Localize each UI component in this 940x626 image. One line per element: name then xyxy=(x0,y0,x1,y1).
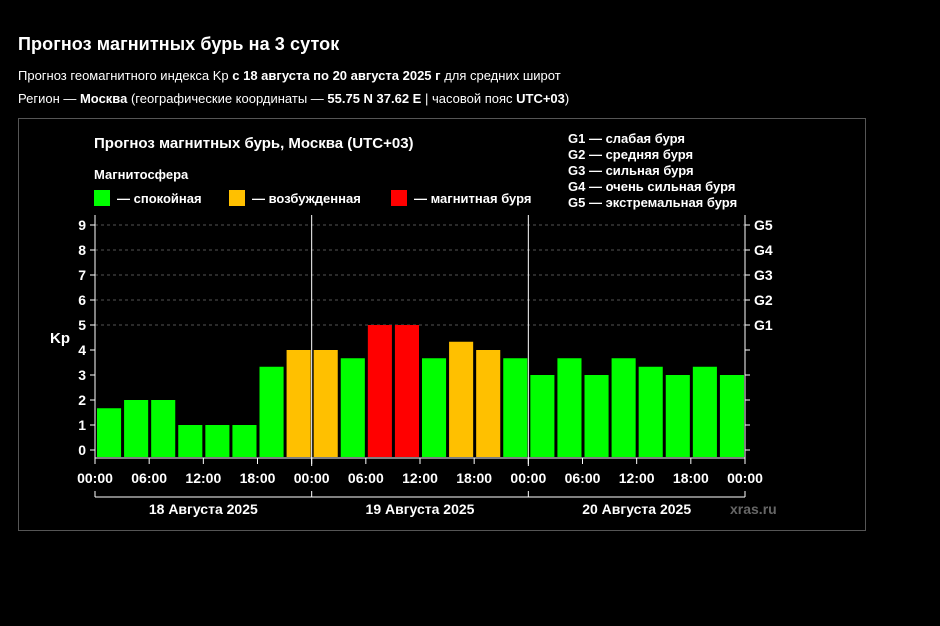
timezone-label: | часовой пояс xyxy=(421,91,517,106)
kp-bar xyxy=(530,375,555,457)
kp-bar xyxy=(584,375,609,457)
x-tick-label: 00:00 xyxy=(77,470,113,486)
x-tick-label: 18:00 xyxy=(240,470,276,486)
coords-value: 55.75 N 37.62 E xyxy=(327,91,422,106)
legend-swatch xyxy=(94,190,110,206)
forecast-dates: с 18 августа по 20 августа 2025 г xyxy=(232,68,441,83)
kp-bar xyxy=(151,400,176,457)
kp-bar xyxy=(422,358,447,457)
region-info: Регион — Москва (географические координа… xyxy=(18,91,569,106)
legend-label: — возбужденная xyxy=(252,191,361,206)
legend-swatch xyxy=(229,190,245,206)
kp-bar xyxy=(449,341,474,457)
x-tick-label: 12:00 xyxy=(402,470,438,486)
kp-bar xyxy=(394,325,419,457)
kp-bar xyxy=(638,366,663,457)
y-tick-label: 1 xyxy=(78,417,86,433)
y-tick-label: 0 xyxy=(78,442,86,458)
kp-bar xyxy=(476,350,501,457)
x-tick-label: 06:00 xyxy=(348,470,384,486)
day-label: 18 Августа 2025 xyxy=(149,501,258,517)
storm-level-label: G3 xyxy=(754,267,773,283)
timezone-value: UTC+03 xyxy=(516,91,565,106)
x-tick-label: 06:00 xyxy=(131,470,167,486)
kp-bar xyxy=(719,375,744,457)
kp-bar xyxy=(286,350,311,457)
kp-bar xyxy=(340,358,365,457)
legend-label: — магнитная буря xyxy=(414,191,531,206)
coords-label: (географические координаты — xyxy=(127,91,328,106)
storm-legend-item: G1 — слабая буря xyxy=(568,131,685,146)
page-title: Прогноз магнитных бурь на 3 суток xyxy=(18,34,340,54)
storm-level-label: G1 xyxy=(754,317,773,333)
region-name: Москва xyxy=(79,91,128,106)
description-prefix: Прогноз геомагнитного индекса Kp xyxy=(18,68,233,83)
x-tick-label: 00:00 xyxy=(294,470,330,486)
watermark: xras.ru xyxy=(730,501,777,517)
region-suffix: ) xyxy=(564,91,570,106)
legend-swatch xyxy=(391,190,407,206)
storm-legend-item: G4 — очень сильная буря xyxy=(568,179,735,194)
kp-bar xyxy=(367,325,392,457)
x-tick-label: 12:00 xyxy=(185,470,221,486)
kp-bar xyxy=(692,366,717,457)
description-suffix: для средних широт xyxy=(440,68,561,83)
kp-bar xyxy=(611,358,636,457)
x-tick-label: 06:00 xyxy=(565,470,601,486)
y-tick-label: 6 xyxy=(78,292,86,308)
x-tick-label: 00:00 xyxy=(727,470,763,486)
y-tick-label: 2 xyxy=(78,392,86,408)
legend-title: Магнитосфера xyxy=(94,167,189,182)
chart-frame xyxy=(18,118,866,531)
kp-bar xyxy=(503,358,528,457)
storm-level-label: G2 xyxy=(754,292,773,308)
kp-bar xyxy=(259,366,284,457)
y-tick-label: 9 xyxy=(78,217,86,233)
kp-bar xyxy=(665,375,690,457)
day-label: 20 Августа 2025 xyxy=(582,501,691,517)
forecast-description: Прогноз геомагнитного индекса Kp с 18 ав… xyxy=(18,68,561,83)
storm-level-label: G4 xyxy=(754,242,773,258)
storm-legend-item: G3 — сильная буря xyxy=(568,163,694,178)
kp-bar xyxy=(97,408,122,457)
storm-legend-item: G2 — средняя буря xyxy=(568,147,693,162)
storm-legend-item: G5 — экстремальная буря xyxy=(568,195,737,210)
x-tick-label: 00:00 xyxy=(510,470,546,486)
region-prefix: Регион — xyxy=(18,91,80,106)
y-tick-label: 4 xyxy=(78,342,86,358)
y-axis-label: Kp xyxy=(50,330,70,347)
kp-bar xyxy=(205,425,230,457)
chart-title: Прогноз магнитных бурь, Москва (UTC+03) xyxy=(94,135,414,152)
kp-bar xyxy=(232,425,257,457)
kp-bar xyxy=(124,400,149,457)
y-tick-label: 5 xyxy=(78,317,86,333)
storm-level-label: G5 xyxy=(754,217,773,233)
x-tick-label: 12:00 xyxy=(619,470,655,486)
y-tick-label: 7 xyxy=(78,267,86,283)
x-tick-label: 18:00 xyxy=(456,470,492,486)
legend-label: — спокойная xyxy=(117,191,202,206)
kp-bar xyxy=(313,350,338,457)
kp-bar xyxy=(557,358,582,457)
y-tick-label: 3 xyxy=(78,367,86,383)
day-label: 19 Августа 2025 xyxy=(366,501,475,517)
x-tick-label: 18:00 xyxy=(673,470,709,486)
y-tick-label: 8 xyxy=(78,242,86,258)
kp-bar xyxy=(178,425,203,457)
